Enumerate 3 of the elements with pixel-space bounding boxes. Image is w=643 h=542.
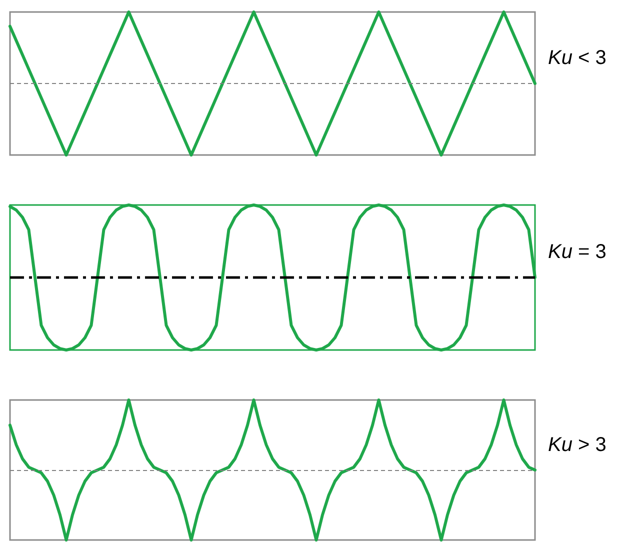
text: Ku = 3 [548,241,606,263]
text: Ku < 3 [548,47,606,69]
text: Ku > 3 [548,434,606,456]
